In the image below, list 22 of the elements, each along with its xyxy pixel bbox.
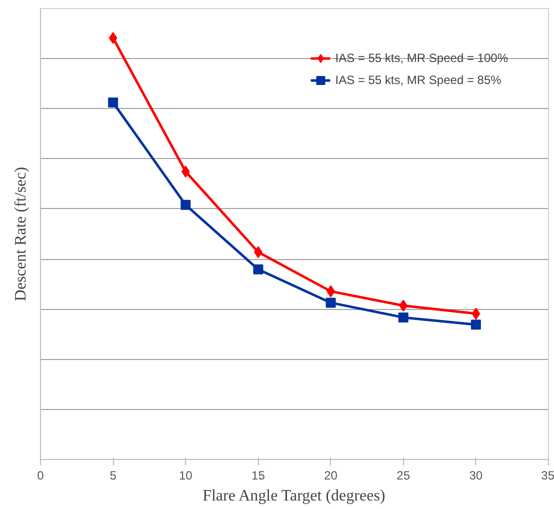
point bbox=[181, 166, 190, 178]
x-tick-label: 5 bbox=[110, 468, 117, 482]
point bbox=[108, 32, 118, 44]
point bbox=[253, 264, 264, 274]
legend-label: IAS = 55 kts, MR Speed = 100% bbox=[335, 51, 508, 65]
x-tick-label: 20 bbox=[324, 468, 338, 482]
x-axis-title: Flare Angle Target (degrees) bbox=[202, 488, 386, 504]
x-tick-label: 10 bbox=[178, 468, 193, 482]
legend-label: IAS = 55 kts, MR Speed = 85% bbox=[335, 73, 502, 87]
point bbox=[108, 97, 118, 108]
point bbox=[326, 298, 336, 308]
point bbox=[470, 320, 481, 330]
x-tick-label: 25 bbox=[396, 468, 410, 482]
x-tick-label: 30 bbox=[469, 468, 483, 482]
point bbox=[472, 308, 480, 320]
x-tick-label: 15 bbox=[252, 468, 266, 482]
point bbox=[180, 200, 191, 210]
point bbox=[399, 300, 408, 312]
point bbox=[398, 312, 408, 322]
y-axis-title: Descent Rate (ft/sec) bbox=[12, 166, 30, 302]
x-tick-label: 35 bbox=[541, 468, 554, 482]
x-tick-label: 0 bbox=[37, 468, 44, 482]
